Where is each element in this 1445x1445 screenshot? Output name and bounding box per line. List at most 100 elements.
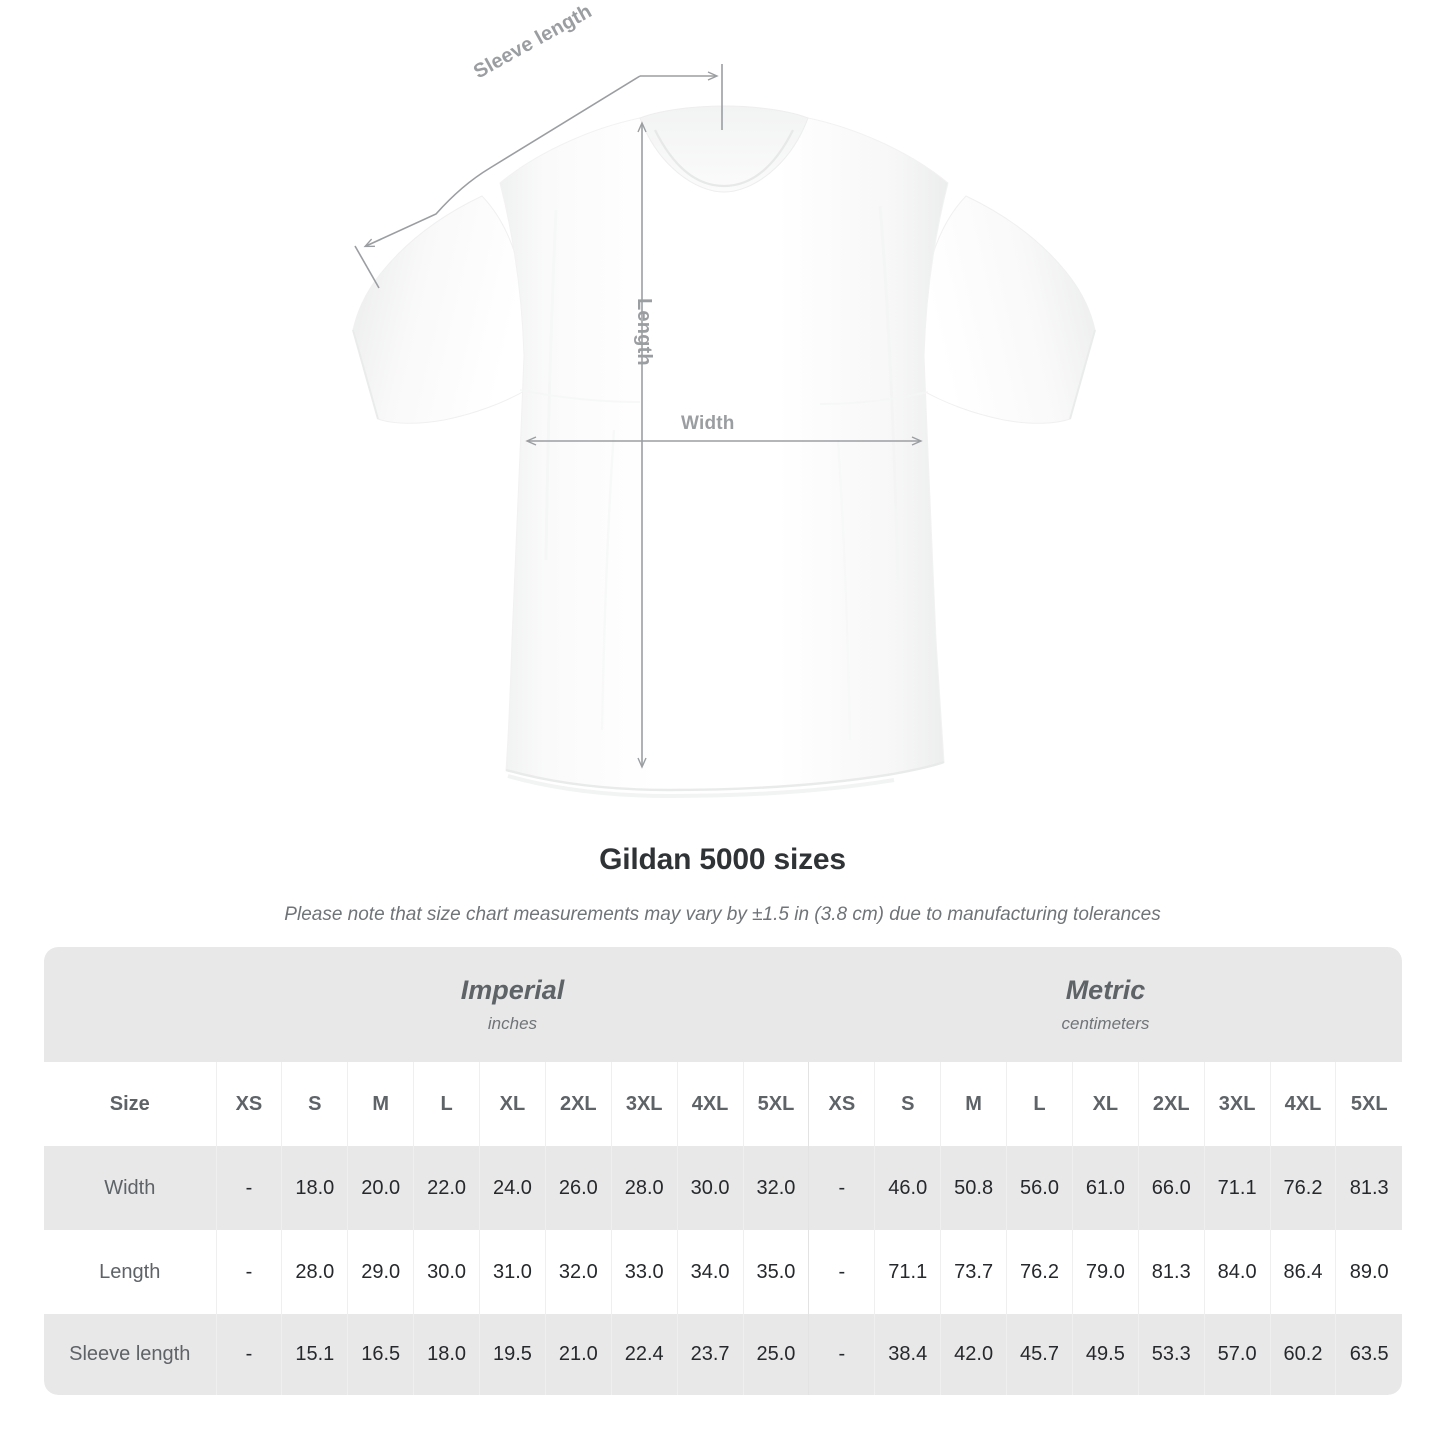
cell-width-metric-4xl: 76.2 (1269, 1146, 1336, 1230)
cell-sleeve-length-metric-3xl: 57.0 (1203, 1314, 1271, 1395)
unit-subtitle: centimeters (1061, 1013, 1150, 1033)
cell-width-metric-xl: 61.0 (1071, 1146, 1139, 1230)
table-row: Sleeve length -15.1 16.5 18.0 19.5 21.0 22.4 23… (44, 1314, 1402, 1395)
cell-length-imperial-2xl: 32.0 (544, 1230, 612, 1314)
chart-heading-block: Gildan 5000 sizes Please note that size … (0, 840, 1445, 928)
cell-sleeve-length-imperial-xl: 19.5 (479, 1314, 546, 1395)
row-header-sleeve-length: Sleeve length (44, 1314, 216, 1395)
cell-width-metric-xs: - (808, 1146, 875, 1230)
cell-width-metric-m: 50.8 (940, 1146, 1007, 1230)
size-header-metric-5xl: 5XL (1335, 1062, 1402, 1146)
cell-length-metric-m: 73.7 (940, 1230, 1007, 1314)
row-header-length: Length (44, 1230, 216, 1314)
size-header-metric-2xl: 2XL (1137, 1062, 1205, 1146)
cell-width-imperial-5xl: 32.0 (742, 1146, 809, 1230)
cell-width-imperial-s: 18.0 (281, 1146, 348, 1230)
fabric-folds (519, 205, 929, 741)
unit-name: Imperial (460, 974, 565, 1005)
cell-sleeve-length-metric-s: 38.4 (874, 1314, 941, 1395)
size-chart-table-container: Imperial inches Metric centimeters Size XS S M L… (44, 947, 1402, 1395)
cell-sleeve-length-metric-xs: - (808, 1314, 875, 1395)
cell-length-imperial-4xl: 34.0 (676, 1230, 743, 1314)
size-header-imperial-2xl: 2XL (544, 1062, 612, 1146)
size-header-imperial-s: S (281, 1062, 348, 1146)
cell-sleeve-length-metric-xl: 49.5 (1071, 1314, 1139, 1395)
unit-subtitle: inches (487, 1013, 538, 1033)
bottom-hem (505, 760, 945, 792)
left-sleeve (352, 195, 529, 424)
size-header-imperial-4xl: 4XL (676, 1062, 743, 1146)
cell-length-imperial-m: 29.0 (347, 1230, 414, 1314)
cell-length-imperial-3xl: 33.0 (610, 1230, 678, 1314)
table-row: Length -28.0 29.0 30.0 31.0 32.0 33.0 34.0 35.0-… (44, 1230, 1402, 1314)
cell-width-imperial-3xl: 28.0 (610, 1146, 678, 1230)
cell-sleeve-length-imperial-5xl: 25.0 (742, 1314, 809, 1395)
measurement-annotations (354, 64, 923, 769)
unit-name: Metric (1065, 974, 1146, 1005)
cell-sleeve-length-imperial-3xl: 22.4 (610, 1314, 678, 1395)
size-header-metric-xl: XL (1071, 1062, 1139, 1146)
cell-sleeve-length-imperial-l: 18.0 (413, 1314, 480, 1395)
sleeve-end-perp-tick (354, 245, 380, 289)
cell-width-metric-l: 56.0 (1006, 1146, 1073, 1230)
tshirt-silhouette (352, 105, 1096, 799)
size-header-metric-s: S (874, 1062, 941, 1146)
cell-length-metric-xl: 79.0 (1071, 1230, 1139, 1314)
cell-width-imperial-2xl: 26.0 (544, 1146, 612, 1230)
cell-length-imperial-l: 30.0 (413, 1230, 480, 1314)
cell-width-metric-5xl: 81.3 (1335, 1146, 1402, 1230)
column-header-size: Size (44, 1062, 216, 1146)
size-header-metric-m: M (940, 1062, 1007, 1146)
size-header-imperial-m: M (347, 1062, 414, 1146)
size-header-imperial-xs: XS (215, 1062, 282, 1146)
tolerance-note: Please note that size chart measurements… (284, 904, 1161, 925)
tshirt-diagram: Sleeve length Length Width (352, 0, 1096, 799)
bottom-hem-shadow (507, 774, 895, 799)
size-header-metric-l: L (1006, 1062, 1073, 1146)
size-header-metric-3xl: 3XL (1203, 1062, 1271, 1146)
cell-width-imperial-m: 20.0 (347, 1146, 414, 1230)
row-header-width: Width (44, 1146, 216, 1230)
cell-sleeve-length-metric-4xl: 60.2 (1269, 1314, 1336, 1395)
cell-sleeve-length-imperial-m: 16.5 (347, 1314, 414, 1395)
cell-length-metric-xs: - (808, 1230, 875, 1314)
cell-length-metric-2xl: 81.3 (1137, 1230, 1205, 1314)
cell-width-metric-2xl: 66.0 (1137, 1146, 1205, 1230)
cell-length-metric-3xl: 84.0 (1203, 1230, 1271, 1314)
unit-banner-row: Imperial inches Metric centimeters (44, 947, 1402, 1062)
right-sleeve (919, 195, 1096, 424)
tshirt-illustration (352, 64, 1096, 799)
cell-width-imperial-4xl: 30.0 (676, 1146, 743, 1230)
unit-header-metric: Metric centimeters (808, 947, 1402, 1062)
cell-length-metric-s: 71.1 (874, 1230, 941, 1314)
table-row: Width -18.0 20.0 22.0 24.0 26.0 28.0 30.0 32.0-4… (44, 1146, 1402, 1230)
cell-length-metric-4xl: 86.4 (1269, 1230, 1336, 1314)
cell-sleeve-length-imperial-xs: - (215, 1314, 282, 1395)
size-header-metric-xs: XS (808, 1062, 875, 1146)
size-header-imperial-l: L (413, 1062, 480, 1146)
cell-sleeve-length-imperial-s: 15.1 (281, 1314, 348, 1395)
collar (639, 105, 809, 193)
left-sleeve-hem (352, 329, 379, 420)
size-chart-table: Imperial inches Metric centimeters Size XS S M L… (44, 947, 1402, 1395)
cell-sleeve-length-metric-5xl: 63.5 (1335, 1314, 1402, 1395)
size-header-imperial-xl: XL (479, 1062, 546, 1146)
cell-length-imperial-xs: - (215, 1230, 282, 1314)
cell-width-metric-s: 46.0 (874, 1146, 941, 1230)
cell-sleeve-length-metric-2xl: 53.3 (1137, 1314, 1205, 1395)
cell-length-imperial-s: 28.0 (281, 1230, 348, 1314)
width-label: Width (681, 413, 735, 434)
length-label: Length (633, 298, 655, 366)
size-header-imperial-5xl: 5XL (742, 1062, 809, 1146)
size-header-imperial-3xl: 3XL (610, 1062, 678, 1146)
page-title: Gildan 5000 sizes (599, 843, 846, 876)
cell-length-imperial-xl: 31.0 (479, 1230, 546, 1314)
unit-banner-spacer (44, 947, 216, 1062)
collar-inner-edge (654, 129, 794, 188)
cell-width-imperial-xl: 24.0 (479, 1146, 546, 1230)
cell-width-imperial-xs: - (215, 1146, 282, 1230)
sleeve-diagonal-line (363, 75, 641, 248)
cell-width-metric-3xl: 71.1 (1203, 1146, 1271, 1230)
cell-length-metric-l: 76.2 (1006, 1230, 1073, 1314)
cell-width-imperial-l: 22.0 (413, 1146, 480, 1230)
